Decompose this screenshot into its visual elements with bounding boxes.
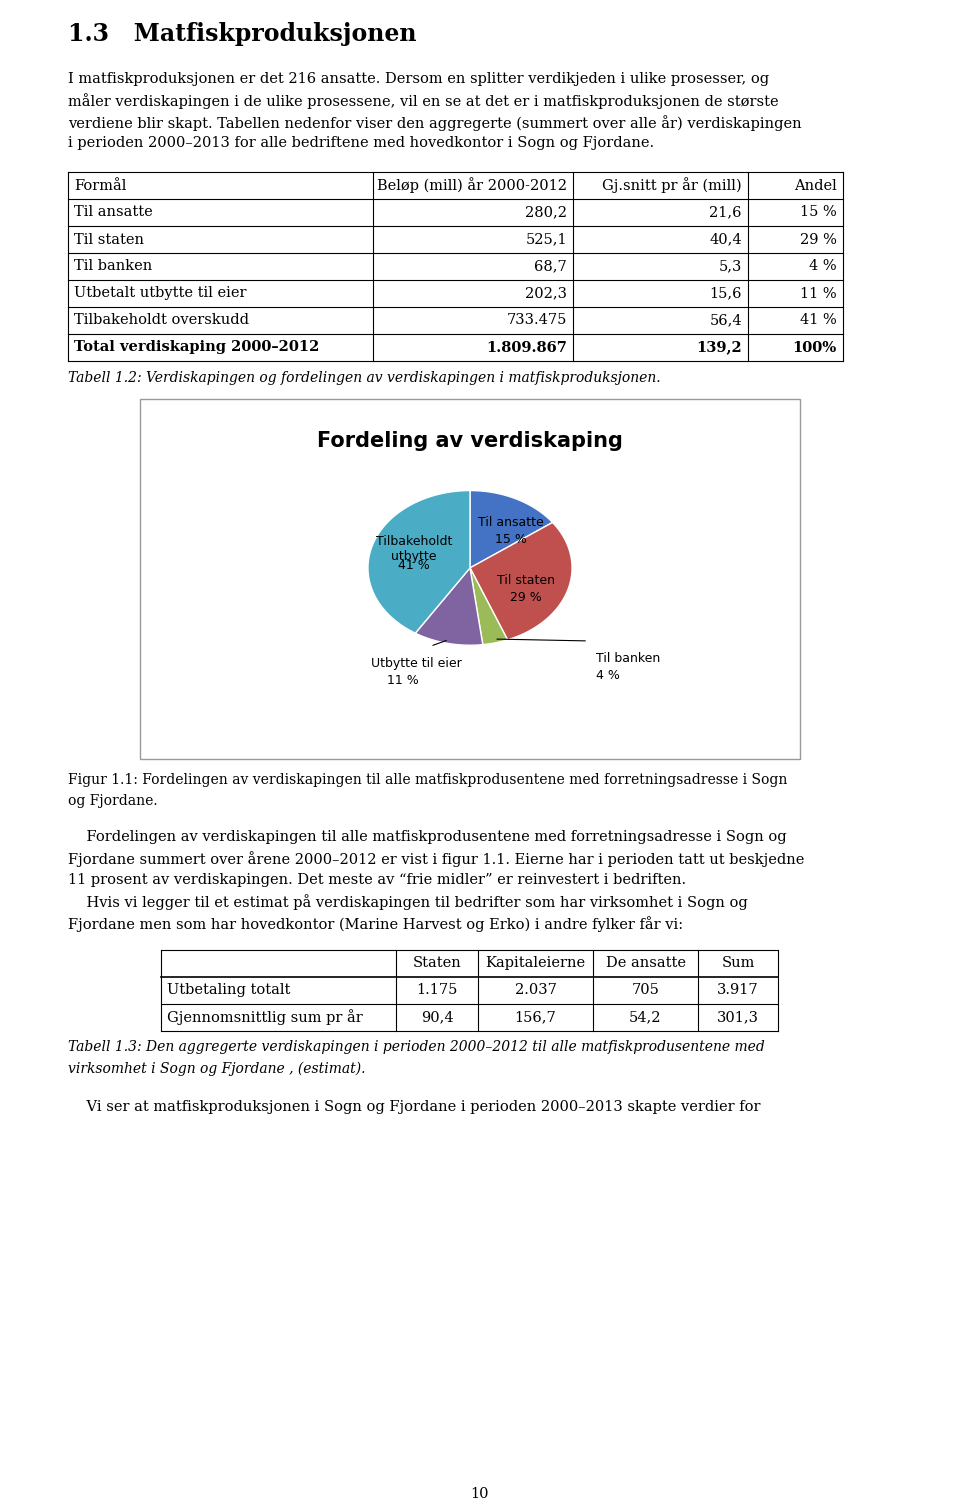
- Text: 15 %: 15 %: [801, 206, 837, 220]
- Text: 29 %: 29 %: [800, 232, 837, 247]
- Text: Til ansatte: Til ansatte: [478, 516, 543, 530]
- Text: 10: 10: [470, 1487, 490, 1500]
- Text: Utbetalt utbytte til eier: Utbetalt utbytte til eier: [74, 286, 247, 301]
- Text: I matfiskproduksjonen er det 216 ansatte. Dersom en splitter verdikjeden i ulike: I matfiskproduksjonen er det 216 ansatte…: [68, 72, 769, 86]
- Text: Vi ser at matfiskproduksjonen i Sogn og Fjordane i perioden 2000–2013 skapte ver: Vi ser at matfiskproduksjonen i Sogn og …: [68, 1100, 760, 1114]
- Text: 21,6: 21,6: [709, 206, 742, 220]
- Polygon shape: [368, 491, 470, 634]
- Text: Staten: Staten: [413, 956, 462, 971]
- Text: 11 %: 11 %: [801, 286, 837, 301]
- Text: Gjennomsnittlig sum pr år: Gjennomsnittlig sum pr år: [167, 1008, 363, 1025]
- Text: Til staten: Til staten: [74, 232, 144, 247]
- Text: 1.175: 1.175: [417, 983, 458, 996]
- Polygon shape: [470, 491, 553, 567]
- Text: Til staten: Til staten: [497, 575, 555, 587]
- Text: 90,4: 90,4: [420, 1010, 453, 1023]
- Text: 280,2: 280,2: [525, 206, 567, 220]
- Text: Til banken: Til banken: [595, 652, 660, 665]
- Text: 733.475: 733.475: [507, 313, 567, 328]
- Text: virksomhet i Sogn og Fjordane , (estimat).: virksomhet i Sogn og Fjordane , (estimat…: [68, 1063, 366, 1076]
- Text: Til banken: Til banken: [74, 259, 153, 274]
- Text: 1.3   Matfiskproduksjonen: 1.3 Matfiskproduksjonen: [68, 23, 417, 47]
- Text: Fordeling av verdiskaping: Fordeling av verdiskaping: [317, 430, 623, 451]
- Text: 15 %: 15 %: [494, 533, 527, 546]
- Text: 4 %: 4 %: [595, 668, 619, 682]
- Text: 68,7: 68,7: [535, 259, 567, 274]
- Text: Total verdiskaping 2000–2012: Total verdiskaping 2000–2012: [74, 340, 320, 355]
- Text: Utbetaling totalt: Utbetaling totalt: [167, 983, 290, 996]
- Text: Hvis vi legger til et estimat på verdiskapingen til bedrifter som har virksomhet: Hvis vi legger til et estimat på verdisk…: [68, 894, 748, 911]
- Text: Andel: Andel: [794, 179, 837, 193]
- Text: 5,3: 5,3: [719, 259, 742, 274]
- Text: 525,1: 525,1: [525, 232, 567, 247]
- Text: Fordelingen av verdiskapingen til alle matfiskprodusentene med forretningsadress: Fordelingen av verdiskapingen til alle m…: [68, 829, 786, 844]
- Text: Kapitaleierne: Kapitaleierne: [486, 956, 586, 971]
- Text: 705: 705: [632, 983, 660, 996]
- Polygon shape: [470, 567, 508, 644]
- Text: 15,6: 15,6: [709, 286, 742, 301]
- Text: verdiene blir skapt. Tabellen nedenfor viser den aggregerte (summert over alle å: verdiene blir skapt. Tabellen nedenfor v…: [68, 114, 802, 131]
- Text: Tilbakeholdt overskudd: Tilbakeholdt overskudd: [74, 313, 249, 328]
- Text: De ansatte: De ansatte: [606, 956, 685, 971]
- Text: 56,4: 56,4: [709, 313, 742, 328]
- Text: 54,2: 54,2: [629, 1010, 661, 1023]
- Text: Figur 1.1: Fordelingen av verdiskapingen til alle matfiskprodusentene med forret: Figur 1.1: Fordelingen av verdiskapingen…: [68, 774, 787, 787]
- Text: 40,4: 40,4: [709, 232, 742, 247]
- Text: 1.809.867: 1.809.867: [486, 340, 567, 355]
- Text: 301,3: 301,3: [717, 1010, 759, 1023]
- Text: Utbytte til eier: Utbytte til eier: [372, 658, 462, 670]
- Text: 11 %: 11 %: [387, 674, 420, 688]
- Text: Tabell 1.2: Verdiskapingen og fordelingen av verdiskapingen i matfiskproduksjone: Tabell 1.2: Verdiskapingen og fordelinge…: [68, 372, 660, 385]
- Text: Formål: Formål: [74, 179, 127, 193]
- Text: 41 %: 41 %: [801, 313, 837, 328]
- Text: Fjordane men som har hovedkontor (Marine Harvest og Erko) i andre fylker får vi:: Fjordane men som har hovedkontor (Marine…: [68, 917, 684, 932]
- Bar: [68, 172, 843, 361]
- Bar: [140, 399, 800, 759]
- Text: Til ansatte: Til ansatte: [74, 206, 153, 220]
- Text: 156,7: 156,7: [515, 1010, 557, 1023]
- Text: 2.037: 2.037: [515, 983, 557, 996]
- Bar: [161, 950, 778, 1031]
- Text: måler verdiskapingen i de ulike prosessene, vil en se at det er i matfiskproduks: måler verdiskapingen i de ulike prosesse…: [68, 93, 779, 110]
- Text: 3.917: 3.917: [717, 983, 758, 996]
- Text: 202,3: 202,3: [525, 286, 567, 301]
- Text: 100%: 100%: [793, 340, 837, 355]
- Text: 29 %: 29 %: [510, 591, 541, 605]
- Text: og Fjordane.: og Fjordane.: [68, 795, 157, 808]
- Text: 4 %: 4 %: [809, 259, 837, 274]
- Polygon shape: [470, 522, 572, 640]
- Text: Gj.snitt pr år (mill): Gj.snitt pr år (mill): [602, 178, 742, 194]
- Polygon shape: [416, 567, 483, 646]
- Text: 139,2: 139,2: [696, 340, 742, 355]
- Text: 11 prosent av verdiskapingen. Det meste av “frie midler” er reinvestert i bedrif: 11 prosent av verdiskapingen. Det meste …: [68, 873, 686, 886]
- Text: Tabell 1.3: Den aggregerte verdiskapingen i perioden 2000–2012 til alle matfiskp: Tabell 1.3: Den aggregerte verdiskapinge…: [68, 1040, 765, 1055]
- Text: Fjordane summert over årene 2000–2012 er vist i figur 1.1. Eierne har i perioden: Fjordane summert over årene 2000–2012 er…: [68, 852, 804, 867]
- Text: Sum: Sum: [721, 956, 755, 971]
- Text: 41 %: 41 %: [398, 560, 430, 572]
- Text: Beløp (mill) år 2000-2012: Beløp (mill) år 2000-2012: [377, 178, 567, 194]
- Text: Tilbakeholdt
utbytte: Tilbakeholdt utbytte: [376, 534, 452, 563]
- Text: i perioden 2000–2013 for alle bedriftene med hovedkontor i Sogn og Fjordane.: i perioden 2000–2013 for alle bedriftene…: [68, 137, 654, 150]
